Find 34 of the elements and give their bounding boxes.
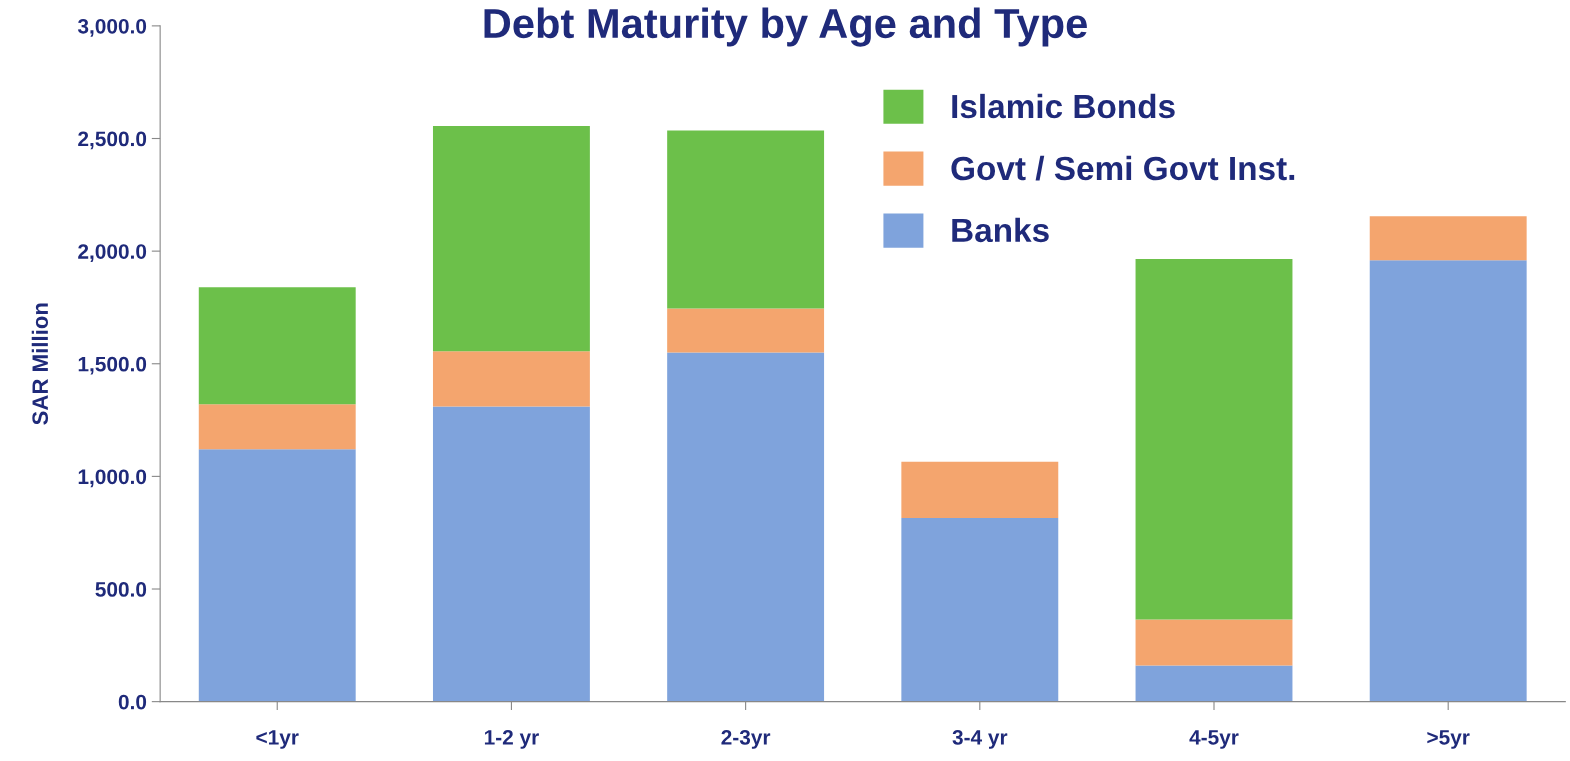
y-axis-title: SAR Million [31,303,49,425]
y-tick-label: 500.0 [95,582,147,597]
bar [198,287,356,405]
legend-label: Banks [952,217,1049,243]
bar [1369,260,1527,702]
bar [1369,216,1527,261]
x-tick-label: >5yr [1427,730,1470,749]
bar [901,518,1059,702]
x-tick-label: <1yr [256,730,299,749]
y-tick-label: 0.0 [118,694,147,710]
legend-label: Govt / Semi Govt Inst. [951,155,1295,181]
y-tick-label: 1,000.0 [78,469,147,488]
y-tick-label: 2,000.0 [78,244,147,262]
x-tick-label: 2-3yr [721,729,771,749]
x-tick-label: 1-2 yr [484,729,539,749]
bar [432,126,590,352]
bar [198,449,356,702]
bar [1135,619,1293,666]
bar [901,461,1059,519]
bar [667,352,825,702]
y-tick-label: 1,500.0 [78,356,147,375]
bar [1135,259,1293,620]
bar [667,130,825,309]
y-tick-label: 2,500.0 [78,131,147,150]
x-tick-label: 4-5yr [1189,730,1239,749]
bar [1135,665,1293,702]
legend-label: Islamic Bonds [952,93,1175,119]
chart-title: Debt Maturity by Age and Type [484,7,1087,47]
bar [432,406,590,702]
x-tick-label: 3-4 yr [952,729,1008,749]
y-tick-label: 3,000.0 [77,18,147,37]
bar [667,308,825,353]
bar [198,404,356,450]
bar [432,351,590,407]
